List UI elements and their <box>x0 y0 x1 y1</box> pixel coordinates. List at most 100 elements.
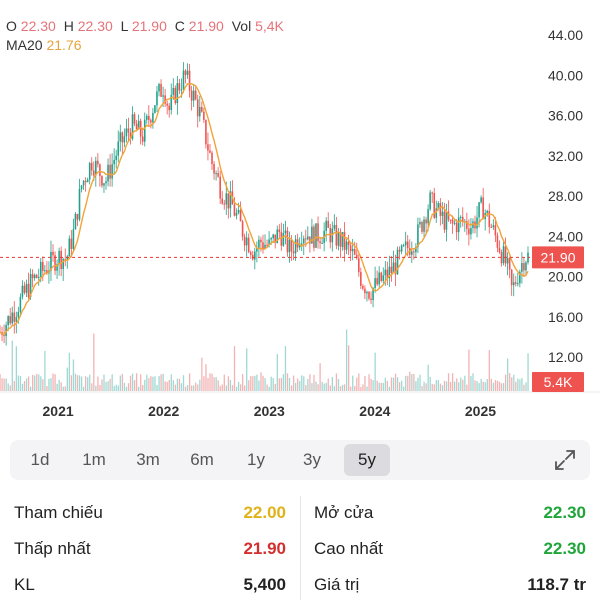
candle-body <box>158 83 160 92</box>
timeframe-1y[interactable]: 1y <box>247 450 265 469</box>
candle-body <box>164 95 166 104</box>
volume-bar <box>297 378 299 391</box>
volume-bar <box>76 375 79 391</box>
volume-bar <box>211 373 213 391</box>
candle-body <box>392 262 395 273</box>
volume-bar <box>182 375 185 391</box>
candle-body <box>39 261 42 277</box>
candle-body <box>217 173 219 177</box>
candle-body <box>525 262 527 271</box>
volume-bar <box>227 376 230 391</box>
volume-bar <box>272 378 274 391</box>
volume-bar <box>40 376 42 391</box>
volume-bar <box>352 375 354 391</box>
volume-bar <box>262 375 264 391</box>
volume-bar <box>350 386 352 391</box>
stat-mo-cua: Mở cửa 22.30 <box>314 498 586 528</box>
candle-body <box>443 211 446 230</box>
volume-bar <box>356 377 358 391</box>
candle-body <box>15 317 18 322</box>
volume-bar <box>294 382 297 391</box>
stat-cao-nhat: Cao nhất 22.30 <box>314 534 586 564</box>
volume-bar <box>241 374 244 391</box>
volume-bar <box>95 385 97 391</box>
volume-bar <box>266 384 268 391</box>
volume-bar <box>451 373 454 391</box>
candle-body <box>160 83 162 97</box>
volume-bar <box>301 375 303 391</box>
candle-body <box>523 263 525 271</box>
candle-body <box>17 311 20 318</box>
candle-body <box>519 271 521 284</box>
volume-bar <box>362 384 364 391</box>
volume-bar <box>333 386 336 391</box>
price-chart[interactable]: 44.00 40.00 36.00 32.00 28.00 24.00 20.00 16.00… <box>0 0 600 430</box>
volume-bar <box>97 376 99 391</box>
candle-body <box>468 228 470 235</box>
candle-body <box>129 132 132 139</box>
candle-body <box>492 225 495 228</box>
volume-bar <box>193 385 195 391</box>
volume-bar <box>85 376 87 391</box>
stat-thap-nhat: Thấp nhất 21.90 <box>14 534 286 564</box>
candle-body <box>494 225 497 236</box>
timeframe-3m[interactable]: 3m <box>136 450 160 469</box>
volume-bar <box>427 364 429 391</box>
candle-body <box>372 288 374 301</box>
timeframe-1d[interactable]: 1d <box>30 450 50 469</box>
volume-bar <box>443 380 446 391</box>
volume-bar <box>500 383 503 391</box>
candle-body <box>368 291 370 299</box>
candle-body <box>382 275 385 281</box>
candle-body <box>304 238 307 240</box>
candle-body <box>154 105 156 113</box>
volume-bar <box>256 374 258 391</box>
volume-bar <box>345 329 348 391</box>
candle-body <box>423 219 425 232</box>
candle-body <box>117 141 120 156</box>
candle-body <box>466 221 468 229</box>
volume-bar <box>368 374 370 391</box>
candle-body <box>341 232 344 247</box>
candle-body <box>288 239 291 253</box>
volume-bar <box>56 383 58 391</box>
volume-bar <box>66 367 68 391</box>
timeframe-1m[interactable]: 1m <box>82 450 106 469</box>
candle-body <box>182 70 185 90</box>
volume-bar <box>186 384 189 391</box>
volume-bar <box>89 374 91 391</box>
volume-bar <box>360 386 362 391</box>
volume-bar <box>525 382 527 391</box>
volume-bar <box>184 386 187 391</box>
volume-bar <box>15 346 18 391</box>
candle-body <box>500 252 503 264</box>
timeframe-6m[interactable]: 6m <box>190 450 214 469</box>
candle-body <box>178 83 181 91</box>
timeframe-5y[interactable]: 5y <box>344 444 390 476</box>
candle-body <box>337 232 340 246</box>
volume-bar <box>17 375 20 391</box>
volume-bar <box>454 381 456 391</box>
candle-body <box>247 237 250 253</box>
expand-icon[interactable] <box>552 447 578 473</box>
candle-body <box>362 285 364 289</box>
volume-bar <box>305 385 307 391</box>
volume-bar <box>103 374 105 391</box>
candle-body <box>445 211 448 230</box>
last-price-badge <box>532 246 584 269</box>
candle-body <box>80 185 83 190</box>
volume-bar <box>303 376 305 391</box>
volume-bar <box>513 374 515 391</box>
candle-body <box>404 241 407 246</box>
volume-bar <box>166 381 168 391</box>
candle-body <box>429 192 431 210</box>
candle-body <box>380 272 383 281</box>
candle-body <box>56 264 58 271</box>
candle-body <box>386 269 389 279</box>
candle-body <box>111 164 113 179</box>
candle-body <box>148 115 150 121</box>
chart-svg[interactable]: 44.00 40.00 36.00 32.00 28.00 24.00 20.00 16.00… <box>0 0 600 430</box>
candle-body <box>510 269 513 286</box>
volume-bar <box>42 379 44 391</box>
timeframe-3y[interactable]: 3y <box>303 450 321 469</box>
